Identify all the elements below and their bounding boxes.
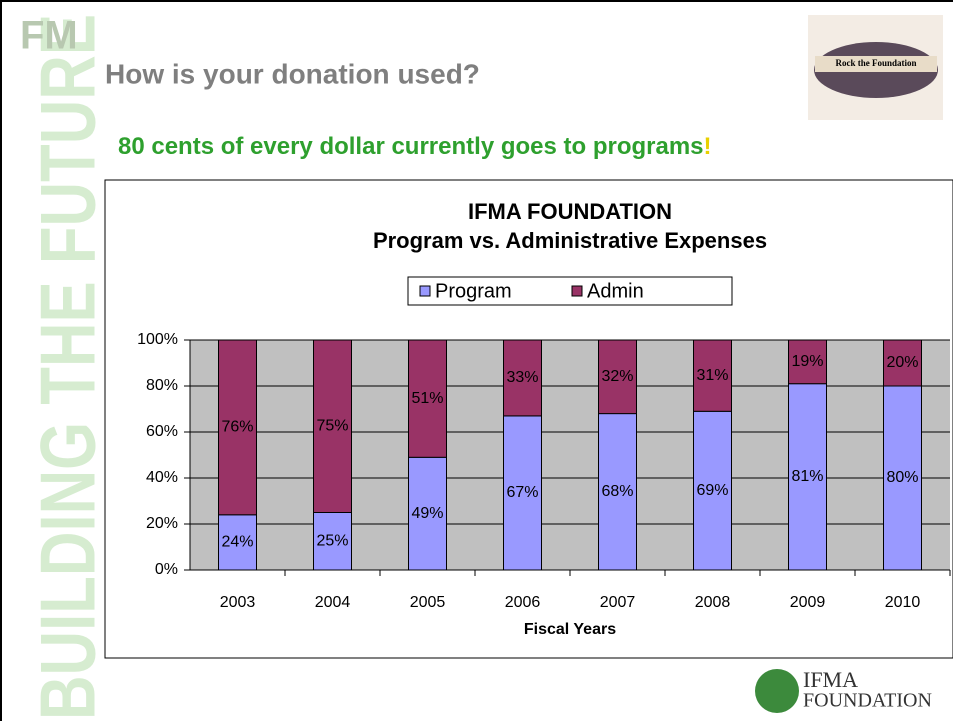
legend-label: Program bbox=[435, 280, 512, 302]
value-label: 80% bbox=[886, 469, 918, 486]
y-tick-label: 60% bbox=[146, 423, 178, 440]
value-label: 67% bbox=[506, 484, 538, 501]
value-label: 19% bbox=[791, 353, 823, 370]
y-tick-label: 100% bbox=[137, 331, 178, 348]
x-tick-label: 2009 bbox=[790, 594, 826, 611]
x-tick-label: 2007 bbox=[600, 594, 636, 611]
x-tick-label: 2005 bbox=[410, 594, 446, 611]
value-label: 75% bbox=[316, 417, 348, 434]
corner-mark: FM bbox=[20, 14, 78, 58]
tagline-end: ! bbox=[704, 133, 712, 160]
chart-subtitle: Program vs. Administrative Expenses bbox=[373, 228, 767, 253]
value-label: 81% bbox=[791, 468, 823, 485]
chart-title: IFMA FOUNDATION bbox=[468, 199, 672, 224]
slide: BUILDING THE FUTURE FM How is your donat… bbox=[0, 0, 953, 721]
y-tick-label: 20% bbox=[146, 515, 178, 532]
x-tick-label: 2006 bbox=[505, 594, 541, 611]
logo-bottom: FOUNDATION bbox=[803, 690, 932, 712]
globe bbox=[755, 669, 799, 713]
value-label: 76% bbox=[221, 419, 253, 436]
x-tick-label: 2003 bbox=[220, 594, 256, 611]
value-label: 68% bbox=[601, 483, 633, 500]
logo-top: IFMA bbox=[803, 667, 858, 692]
badge: Rock the Foundation bbox=[808, 15, 943, 120]
y-tick-label: 80% bbox=[146, 377, 178, 394]
legend-label: Admin bbox=[587, 280, 644, 302]
side-banner: BUILDING THE FUTURE bbox=[24, 14, 112, 720]
x-tick-label: 2008 bbox=[695, 594, 731, 611]
x-tick-label: 2010 bbox=[885, 594, 921, 611]
legend-swatch bbox=[420, 286, 430, 296]
y-tick-label: 40% bbox=[146, 469, 178, 486]
value-label: 33% bbox=[506, 369, 538, 386]
value-label: 31% bbox=[696, 367, 728, 384]
x-tick-label: 2004 bbox=[315, 594, 351, 611]
y-tick-label: 0% bbox=[155, 561, 178, 578]
heading: How is your donation used? bbox=[105, 58, 480, 89]
x-axis-title: Fiscal Years bbox=[524, 621, 616, 638]
value-label: 49% bbox=[411, 505, 443, 522]
value-label: 51% bbox=[411, 390, 443, 407]
value-label: 69% bbox=[696, 482, 728, 499]
tagline-text: 80 cents of every dollar currently goes … bbox=[118, 133, 704, 160]
badge-text: Rock the Foundation bbox=[835, 58, 916, 68]
plot-area bbox=[190, 340, 950, 570]
value-label: 25% bbox=[316, 532, 348, 549]
value-label: 20% bbox=[886, 354, 918, 371]
value-label: 32% bbox=[601, 368, 633, 385]
legend-swatch bbox=[572, 286, 582, 296]
tagline: 80 cents of every dollar currently goes … bbox=[118, 133, 712, 160]
value-label: 24% bbox=[221, 534, 253, 551]
